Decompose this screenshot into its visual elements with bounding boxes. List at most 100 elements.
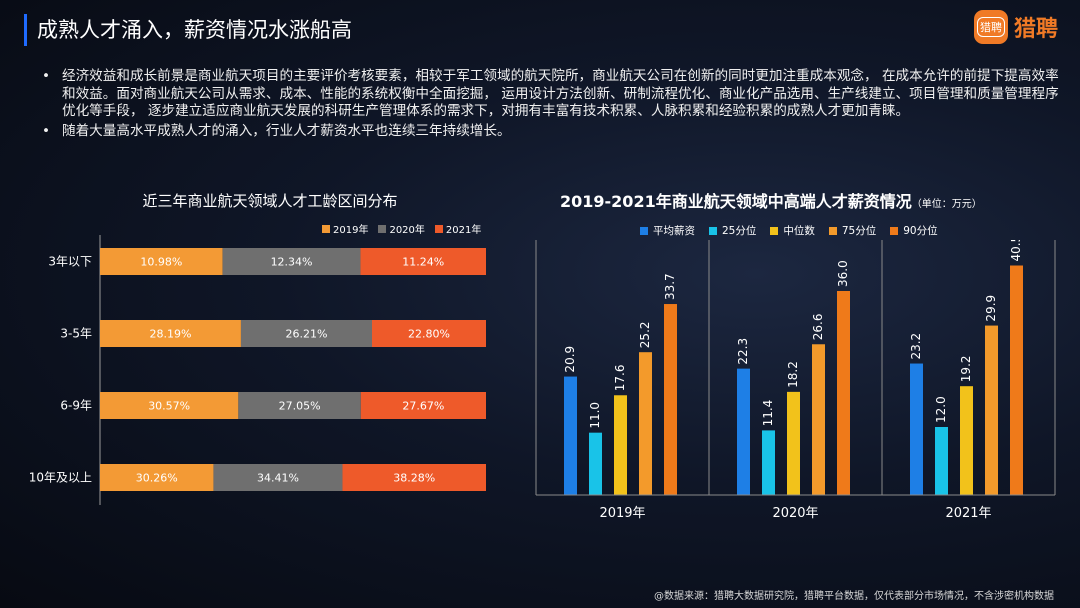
data-label: 17.6 — [613, 365, 627, 392]
tenure-chart-title: 近三年商业航天领域人才工龄区间分布 — [142, 192, 398, 210]
page-title: 成熟人才涌入，薪资情况水涨船高 — [37, 18, 352, 42]
data-label: 30.26% — [136, 472, 178, 485]
legend-item-median: 中位数 — [770, 223, 815, 238]
data-label: 27.67% — [402, 400, 444, 413]
tenure-stacked-bar-chart: 3年以下 10.98% 12.34% 11.24% 3-5年 28.19% 26.21% 22… — [29, 235, 486, 505]
bullet-list: 经济效益和成长前景是商业航天项目的主要评价考核要素，相较于军工领域的航天院所，商… — [40, 68, 1060, 142]
legend-item-p25: 25分位 — [709, 223, 756, 238]
data-label: 12.0 — [934, 396, 948, 423]
bar — [837, 291, 850, 495]
legend-item-2019: 2019年 — [322, 221, 368, 236]
bar — [664, 304, 677, 495]
legend-item-p75: 75分位 — [828, 223, 877, 238]
data-label: 23.2 — [909, 333, 923, 360]
bar-segment — [100, 320, 241, 347]
bar — [564, 376, 577, 495]
category-label: 3-5年 — [60, 327, 92, 341]
legend-label: 75分位 — [841, 225, 877, 237]
bar-segment — [372, 320, 486, 347]
bar — [614, 395, 627, 495]
bar — [1010, 265, 1023, 495]
logo-badge-icon: 猎聘 — [973, 10, 1008, 44]
salary-chart-legend: 平均薪资 25分位 中位数 75分位 90分位 — [640, 223, 938, 238]
bar-segment — [213, 464, 343, 491]
data-label: 27.05% — [279, 400, 321, 413]
x-tick-label: 2020年 — [772, 506, 818, 521]
bullet-item: 经济效益和成长前景是商业航天项目的主要评价考核要素，相较于军工领域的航天院所，商… — [40, 68, 1060, 121]
bar — [787, 391, 800, 495]
legend-swatch — [709, 226, 717, 235]
data-label: 38.28% — [393, 472, 435, 485]
legend-swatch — [770, 226, 779, 235]
legend-swatch — [828, 226, 837, 235]
data-label: 11.0 — [588, 402, 602, 429]
data-label: 34.41% — [257, 472, 299, 485]
data-label: 26.6 — [811, 314, 825, 341]
bar — [985, 325, 998, 495]
salary-grouped-bar-chart: 20.9 11.0 17.6 25.2 33.7 2019年 22.3 11.4 18.2 26.… — [535, 240, 1056, 521]
legend-swatch — [322, 224, 330, 233]
bar-segment — [342, 464, 486, 491]
category-label: 6-9年 — [60, 399, 92, 413]
data-label: 20.9 — [563, 346, 577, 373]
tenure-chart-legend: 2019年 2020年 2021年 — [322, 221, 481, 236]
data-label: 22.3 — [736, 338, 750, 365]
bar — [762, 430, 775, 495]
legend-label: 2019年 — [333, 225, 369, 236]
bar-segment — [100, 248, 223, 275]
bar — [639, 352, 652, 495]
data-label: 36.0 — [836, 260, 850, 287]
bar-segment — [240, 320, 372, 347]
bar-segment — [360, 248, 486, 275]
legend-item-p90: 90分位 — [890, 223, 938, 238]
data-label: 19.2 — [959, 355, 973, 382]
bar — [589, 432, 602, 495]
legend-item-2021: 2021年 — [434, 221, 482, 236]
category-label: 3年以下 — [48, 255, 92, 269]
data-label: 26.21% — [285, 328, 327, 341]
legend-swatch — [434, 224, 443, 233]
data-label: 30.57% — [148, 400, 190, 413]
data-source-footer: @数据来源：猎聘大数据研究院，猎聘平台数据，仅代表部分市场情况，不含涉密机构数据 — [654, 591, 1054, 602]
bar — [935, 427, 948, 495]
logo-badge-text: 猎聘 — [976, 17, 1005, 37]
data-label: 29.9 — [984, 295, 998, 322]
x-tick-label: 2021年 — [945, 506, 991, 521]
legend-label: 平均薪资 — [653, 225, 695, 237]
legend-swatch — [378, 224, 387, 233]
category-label: 10年及以上 — [29, 471, 92, 485]
legend-label: 2021年 — [445, 225, 482, 236]
legend-label: 90分位 — [903, 225, 938, 237]
bullet-item: 随着大量高水平成熟人才的涌入，行业人才薪资水平也连续三年持续增长。 — [40, 123, 1060, 141]
data-label: 33.7 — [663, 273, 677, 300]
legend-label: 2020年 — [389, 225, 425, 236]
bar-segment — [222, 248, 361, 275]
data-label: 10.98% — [140, 256, 182, 269]
bar-segment — [238, 392, 361, 419]
legend-label: 中位数 — [783, 225, 815, 237]
logo-text: 猎聘 — [1013, 17, 1058, 42]
legend-label: 25分位 — [722, 225, 757, 237]
title-bar: 成熟人才涌入，薪资情况水涨船高 — [24, 14, 352, 46]
data-label: 11.24% — [402, 256, 444, 269]
bar-segment — [100, 464, 214, 491]
data-label: 40.5 — [1009, 240, 1023, 262]
legend-swatch — [640, 226, 648, 235]
liepin-logo: 猎聘 猎聘 — [973, 10, 1058, 44]
bar — [812, 344, 825, 495]
salary-chart-title: 2019-2021年商业航天领域中高端人才薪资情况（单位：万元） — [560, 188, 1040, 212]
salary-chart-title-text: 2019-2021年商业航天领域中高端人才薪资情况 — [560, 192, 912, 211]
bar — [960, 386, 973, 495]
legend-swatch — [890, 226, 899, 235]
data-label: 28.19% — [149, 328, 191, 341]
bar — [910, 363, 923, 495]
x-tick-label: 2019年 — [599, 506, 645, 521]
bar-segment — [360, 392, 486, 419]
data-label: 25.2 — [638, 321, 652, 348]
data-label: 18.2 — [786, 361, 800, 388]
bar-segment — [100, 392, 239, 419]
bar — [737, 368, 750, 495]
data-label: 12.34% — [271, 256, 313, 269]
data-label: 11.4 — [761, 400, 775, 427]
salary-chart-unit: （单位：万元） — [911, 199, 982, 210]
